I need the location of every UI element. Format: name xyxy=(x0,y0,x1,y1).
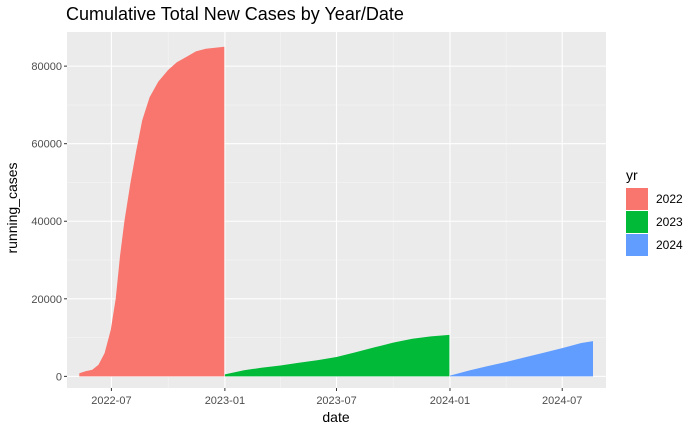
area-2023 xyxy=(224,334,450,377)
legend-label-2024: 2024 xyxy=(656,238,683,252)
area-2022 xyxy=(79,46,225,377)
y-tick-label: 40000 xyxy=(31,216,62,228)
y-axis-title: running_cases xyxy=(4,162,20,253)
y-tick-label: 0 xyxy=(56,371,62,383)
x-axis: 2022-07 2023-01 2023-07 2024-01 2024-07 xyxy=(91,388,582,407)
legend: yr 2022 2023 2024 xyxy=(626,167,683,256)
legend-key-2023 xyxy=(626,211,648,233)
area-series xyxy=(79,46,593,377)
y-tick-label: 80000 xyxy=(31,61,62,73)
chart-title: Cumulative Total New Cases by Year/Date xyxy=(66,4,404,24)
area-2024 xyxy=(450,341,593,377)
y-axis: 0 20000 40000 60000 80000 xyxy=(31,61,67,383)
y-tick-label: 60000 xyxy=(31,139,62,151)
x-axis-title: date xyxy=(322,409,349,425)
legend-label-2022: 2022 xyxy=(656,192,683,206)
legend-title: yr xyxy=(626,167,638,183)
x-tick-label: 2022-07 xyxy=(91,395,131,407)
x-tick-label: 2024-07 xyxy=(542,395,582,407)
x-tick-label: 2024-01 xyxy=(430,395,470,407)
x-tick-label: 2023-01 xyxy=(205,395,245,407)
y-tick-label: 20000 xyxy=(31,294,62,306)
x-tick-label: 2023-07 xyxy=(316,395,356,407)
legend-label-2023: 2023 xyxy=(656,215,683,229)
legend-key-2022 xyxy=(626,188,648,210)
legend-key-2024 xyxy=(626,234,648,256)
